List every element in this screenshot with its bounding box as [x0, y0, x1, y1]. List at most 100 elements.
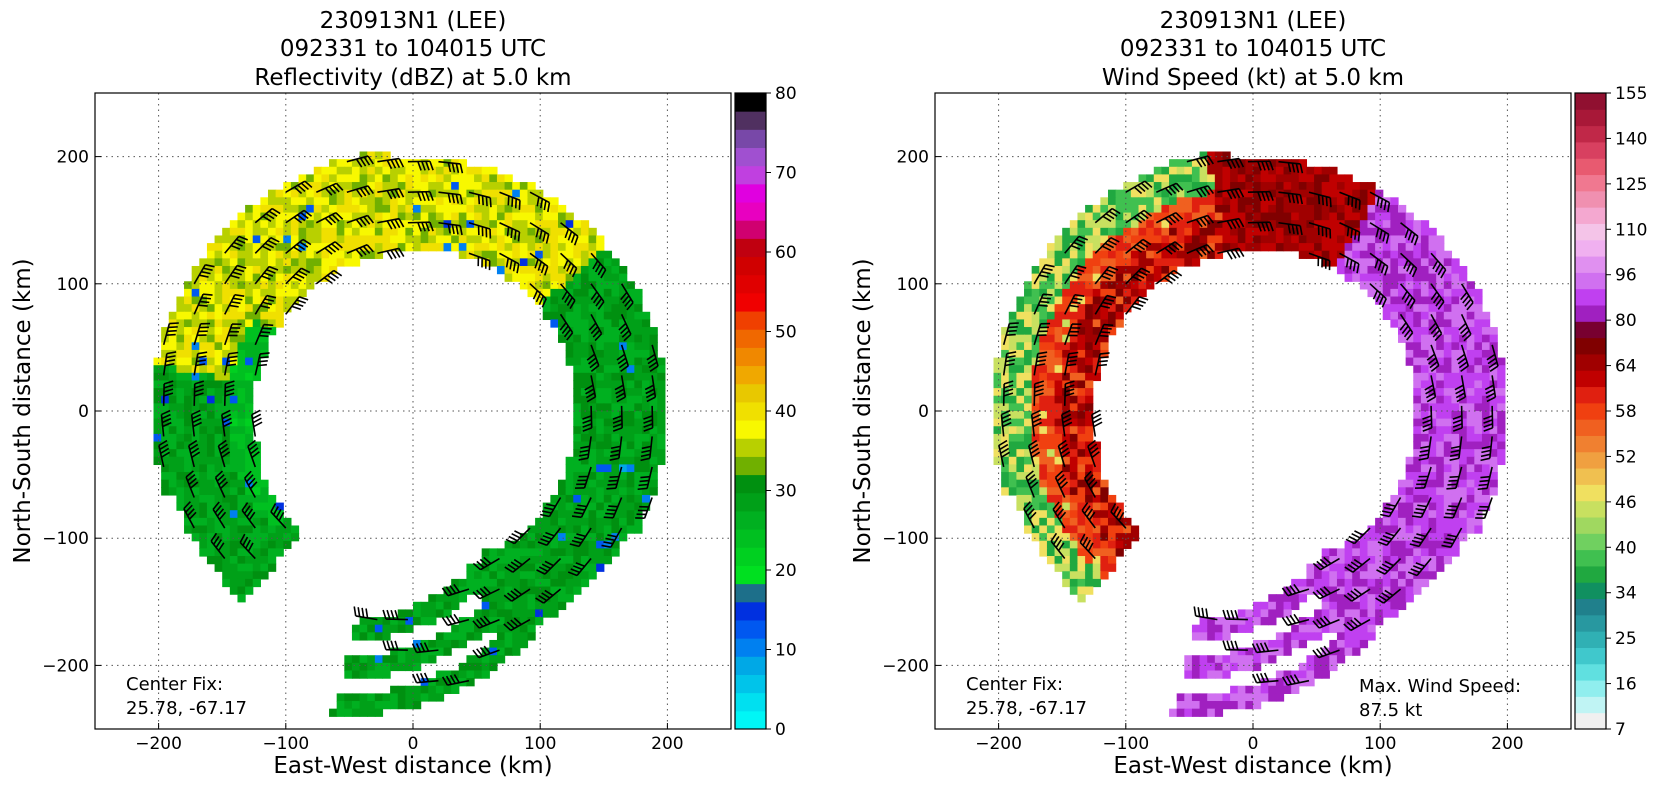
field-cell — [1085, 265, 1094, 275]
wind-barb — [1379, 497, 1402, 518]
field-cell — [641, 311, 651, 321]
field-cell — [458, 243, 468, 252]
field-cell — [596, 556, 605, 565]
field-cell — [413, 189, 422, 198]
wind-barb — [1033, 322, 1051, 346]
wind-barb — [441, 674, 470, 686]
field-cell — [1260, 609, 1269, 618]
field-cell — [1176, 166, 1185, 176]
wind-barb — [539, 497, 562, 518]
field-cell — [206, 517, 216, 527]
field-cell — [1253, 159, 1262, 168]
field-cell — [1352, 624, 1361, 633]
field-cell — [1214, 701, 1224, 710]
field-cell — [1459, 349, 1468, 359]
field-cell — [222, 517, 231, 527]
colorbar-swatch — [735, 692, 766, 712]
field-cell — [237, 365, 246, 374]
wind-barb — [1155, 211, 1184, 226]
field-cell — [1481, 319, 1491, 328]
field-cell — [1138, 227, 1147, 237]
field-cell — [1291, 639, 1300, 649]
field-cell — [1146, 189, 1155, 198]
field-cell — [1191, 204, 1201, 214]
field-cell — [496, 265, 506, 275]
field-cell — [245, 311, 254, 321]
field-cell — [1398, 533, 1407, 542]
field-cell — [1382, 502, 1391, 511]
field-cell — [1390, 517, 1399, 527]
field-cell — [649, 349, 658, 359]
field-cell — [580, 372, 590, 382]
field-cell — [496, 563, 506, 572]
field-cell — [580, 494, 590, 504]
field-cell — [184, 395, 193, 404]
field-cell — [641, 487, 651, 496]
field-cell — [428, 220, 437, 229]
field-cell — [1459, 296, 1468, 305]
field-cell — [634, 311, 643, 321]
field-cell — [1024, 304, 1033, 313]
wind-barb — [1063, 351, 1079, 376]
field-cell — [336, 189, 345, 198]
field-cell — [1398, 571, 1407, 580]
wind-barb — [1125, 209, 1153, 224]
field-cell — [596, 517, 605, 527]
field-cell — [1443, 426, 1453, 435]
field-cell — [527, 571, 536, 580]
field-cell — [1130, 296, 1140, 305]
field-cell — [1405, 212, 1414, 221]
field-cell — [420, 235, 429, 244]
field-cell — [252, 357, 261, 366]
field-cell — [1092, 250, 1101, 259]
field-cell — [611, 304, 620, 313]
field-cell — [550, 533, 559, 542]
field-cell — [1008, 487, 1018, 496]
field-cell — [428, 174, 437, 183]
field-cell — [1207, 204, 1216, 214]
field-cell — [351, 197, 361, 206]
field-cell — [374, 166, 384, 176]
field-cell — [1336, 197, 1346, 206]
field-cell — [603, 433, 613, 443]
field-cell — [1039, 502, 1048, 511]
field-cell — [550, 265, 559, 275]
field-cell — [329, 258, 338, 267]
field-cell — [1497, 426, 1506, 435]
field-cell — [191, 426, 200, 435]
field-cell — [1275, 647, 1285, 656]
field-cell — [1092, 319, 1101, 328]
field-cell — [290, 227, 300, 237]
field-cell — [1191, 189, 1201, 198]
field-cell — [466, 166, 475, 176]
field-cell — [458, 594, 468, 603]
field-cell — [1031, 281, 1040, 290]
field-cell — [1191, 708, 1201, 717]
wind-barb — [1000, 409, 1012, 437]
field-cell — [1283, 685, 1292, 694]
field-cell — [1191, 159, 1201, 168]
field-cell — [1031, 372, 1040, 382]
field-cell — [405, 685, 414, 694]
field-cell — [641, 349, 651, 359]
field-cell — [1100, 525, 1109, 534]
wind-barb — [603, 497, 623, 519]
field-cell — [458, 197, 468, 206]
field-cell — [1115, 548, 1124, 557]
field-cell — [252, 258, 261, 267]
field-cell — [351, 243, 361, 252]
field-cell — [237, 395, 246, 404]
field-cell — [267, 304, 277, 313]
wind-barb — [578, 436, 592, 461]
field-cell — [176, 479, 185, 488]
field-cell — [1016, 357, 1025, 366]
field-cell — [1336, 227, 1346, 237]
field-cell — [1207, 151, 1216, 160]
field-cell — [184, 365, 193, 374]
field-cell — [519, 204, 529, 214]
field-cell — [1069, 556, 1079, 565]
field-cell — [1077, 357, 1086, 366]
field-cell — [229, 311, 239, 321]
field-cell — [573, 456, 582, 466]
wind-barb — [223, 380, 235, 406]
